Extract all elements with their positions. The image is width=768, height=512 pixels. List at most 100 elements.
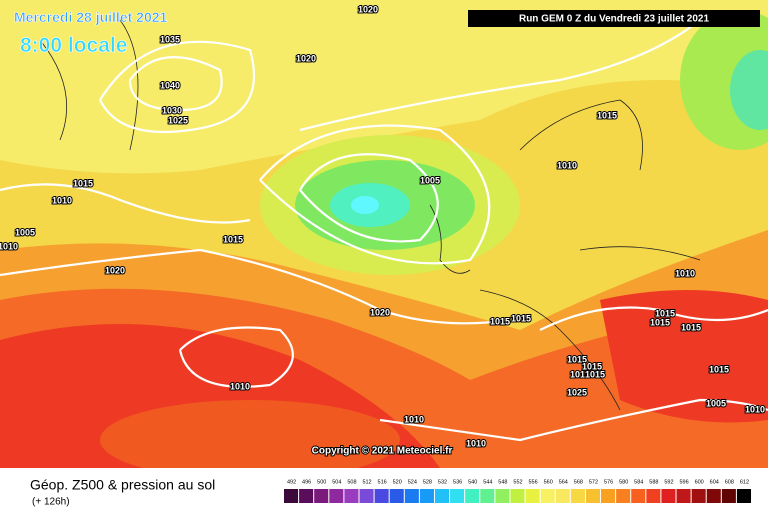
legend-swatch [585,489,601,503]
legend-swatch [434,489,450,503]
isobar-label: 1015 [570,369,590,379]
isobar [128,56,223,112]
legend-label: 544 [483,479,492,485]
isobar-label: 1010 [230,381,250,391]
footer-title: Géop. Z500 & pression au sol [30,477,215,493]
legend-label: 512 [362,479,371,485]
isobar-label: 1020 [105,265,125,275]
legend-swatch [646,489,661,503]
isobar [299,19,701,132]
isobar-label: 1010 [675,268,695,278]
isobar-label: 1010 [52,195,72,205]
local-time: 8:00 locale [20,34,127,57]
legend-label: 536 [453,479,462,485]
legend-swatch [284,489,299,503]
legend-swatch [631,489,646,503]
legend-swatch [570,489,585,503]
legend-label: 580 [619,479,628,485]
legend-swatch [404,489,419,503]
isobar-label: 1015 [597,110,617,120]
legend-label: 604 [710,479,719,485]
legend-label: 528 [423,479,432,485]
trough-center [351,196,379,214]
isobar-label: 1020 [370,307,390,317]
isobar-label: 1025 [567,387,587,397]
isobar-label: 1015 [709,364,729,374]
legend-label: 496 [302,479,311,485]
isobar-label: 1015 [73,178,93,188]
legend-swatch [495,489,510,503]
isobar-label: 1005 [706,398,726,408]
legend-label: 600 [695,479,704,485]
legend-label: 540 [468,479,477,485]
isobar-label: 1005 [15,227,35,237]
legend-swatch [555,489,570,503]
legend-swatch [450,489,465,503]
legend-label: 612 [740,479,749,485]
isobar-label: 1005 [420,175,440,185]
legend-label: 508 [347,479,356,485]
legend-label: 572 [589,479,598,485]
isobar [99,40,255,134]
isobar [178,326,294,388]
legend-swatch [721,489,736,503]
legend-label: 568 [574,479,583,485]
legend-label: 524 [408,479,417,485]
legend-label: 564 [559,479,568,485]
legend-swatch [661,489,676,503]
isobar-label: 1010 [557,160,577,170]
legend-label: 552 [513,479,522,485]
orange-blob [100,400,400,480]
isobar-label: 1035 [160,34,180,44]
isobar-label: 1010 [745,404,765,414]
legend-swatch [344,489,359,503]
isobar-label: 1015 [511,313,531,323]
legend-label: 492 [287,479,296,485]
legend-label: 560 [544,479,553,485]
isobar-label: 1015 [582,361,602,371]
legend-swatch [616,489,631,503]
run-banner [468,10,760,27]
legend-swatch [480,489,495,503]
legend-label: 592 [664,479,673,485]
isobar [0,248,511,325]
legend-swatch [329,489,344,503]
legend-label: 520 [393,479,402,485]
isobar-label: 1020 [296,53,316,63]
east-trough-core [730,50,768,130]
isobar-label: 1010 [0,241,18,251]
copyright: Copyright © 2021 Meteociel.fr [312,446,453,457]
legend-swatch [419,489,434,503]
isobar-label: 1015 [655,308,675,318]
legend-label: 500 [317,479,326,485]
legend-swatch [374,489,389,503]
footer-subtitle: (+ 126h) [32,497,70,508]
isobar-label: 1015 [650,317,670,327]
isobar [539,306,768,331]
isobar [259,124,491,265]
legend-swatch [510,489,525,503]
isobar [299,153,439,243]
legend-swatch [691,489,706,503]
legend-label: 576 [604,479,613,485]
legend-swatch [540,489,555,503]
legend-swatch [359,489,374,503]
isobar-label: 1020 [358,4,378,14]
legend-swatch [601,489,616,503]
legend: 492 496 500 504 508 512 516 520 524 528 532 536 540 5… [284,479,751,503]
legend-label: 584 [634,479,643,485]
legend-swatch [676,489,691,503]
isobar-label: 1025 [168,115,188,125]
legend-label: 548 [498,479,507,485]
legend-label: 556 [529,479,538,485]
legend-swatch [736,489,751,503]
date: Mercredi 28 juillet 2021 [14,9,168,25]
legend-swatch [465,489,480,503]
legend-label: 596 [679,479,688,485]
legend-label: 608 [725,479,734,485]
legend-swatch [525,489,540,503]
legend-label: 504 [332,479,341,485]
red-zone-east [600,290,768,423]
